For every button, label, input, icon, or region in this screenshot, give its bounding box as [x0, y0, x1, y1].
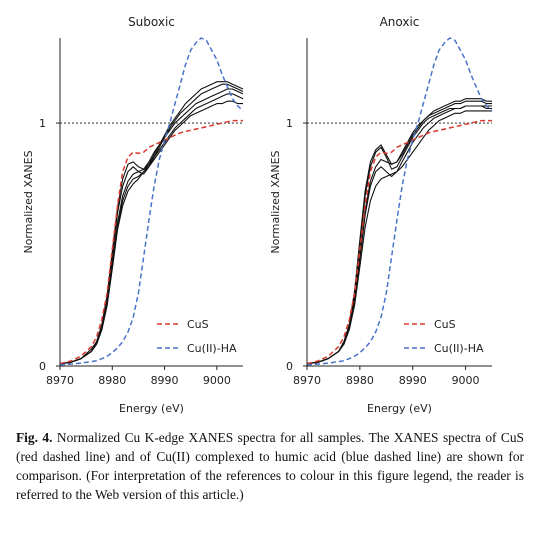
cuha-reference-line [306, 37, 493, 366]
y-tick-label: 1 [286, 117, 293, 130]
xanes-figure: Suboxic 8970 8980 8990 9000 0 1 Energy (eV) Norm… [22, 15, 493, 415]
sample-spectrum-line [59, 81, 244, 365]
y-axis-label: Normalized XANES [22, 150, 35, 253]
x-tick-label: 8990 [151, 374, 179, 387]
x-tick-label: 8970 [293, 374, 321, 387]
cus-reference-line [59, 119, 243, 365]
panel-title: Anoxic [380, 15, 420, 29]
sample-spectrum-line [59, 93, 244, 365]
x-tick-label: 8990 [399, 374, 427, 387]
y-tick-label: 1 [39, 117, 46, 130]
x-tick-label: 8970 [46, 374, 74, 387]
caption-text: Normalized Cu K-edge XANES spectra for a… [16, 430, 525, 502]
x-tick-label: 9000 [452, 374, 480, 387]
x-tick-label: 8980 [346, 374, 374, 387]
sample-spectrum-line [59, 83, 244, 365]
legend-cus-label: CuS [187, 318, 209, 331]
legend-cuha-label: Cu(II)-HA [187, 342, 237, 355]
y-tick-label: 0 [286, 360, 293, 373]
x-tick-label: 8980 [98, 374, 126, 387]
x-tick-label: 9000 [203, 374, 231, 387]
sample-spectrum-line [306, 98, 492, 365]
x-axis-label: Energy (eV) [119, 402, 184, 415]
cuha-reference-line [59, 37, 244, 366]
panel-title: Suboxic [128, 15, 175, 29]
caption-label: Fig. 4. [16, 430, 53, 445]
sample-spectrum-line [306, 105, 492, 365]
suboxic-panel: Suboxic 8970 8980 8990 9000 0 1 Energy (eV) Norm… [22, 15, 244, 415]
figure-caption: Fig. 4. Normalized Cu K-edge XANES spect… [16, 428, 524, 504]
legend-cus-label: CuS [434, 318, 456, 331]
legend-cuha-label: Cu(II)-HA [434, 342, 484, 355]
sample-spectrum-line [306, 100, 492, 365]
sample-spectrum-line [306, 110, 492, 365]
sample-spectrum-line [306, 105, 492, 365]
y-axis-label: Normalized XANES [269, 150, 282, 253]
sample-spectrum-line [59, 88, 244, 365]
y-tick-label: 0 [39, 360, 46, 373]
anoxic-panel: Anoxic 8970 8980 8990 9000 0 1 Energy (eV) Norma… [269, 15, 493, 415]
cus-reference-line [306, 119, 492, 365]
x-axis-label: Energy (eV) [367, 402, 432, 415]
sample-spectrum-line [59, 100, 243, 365]
